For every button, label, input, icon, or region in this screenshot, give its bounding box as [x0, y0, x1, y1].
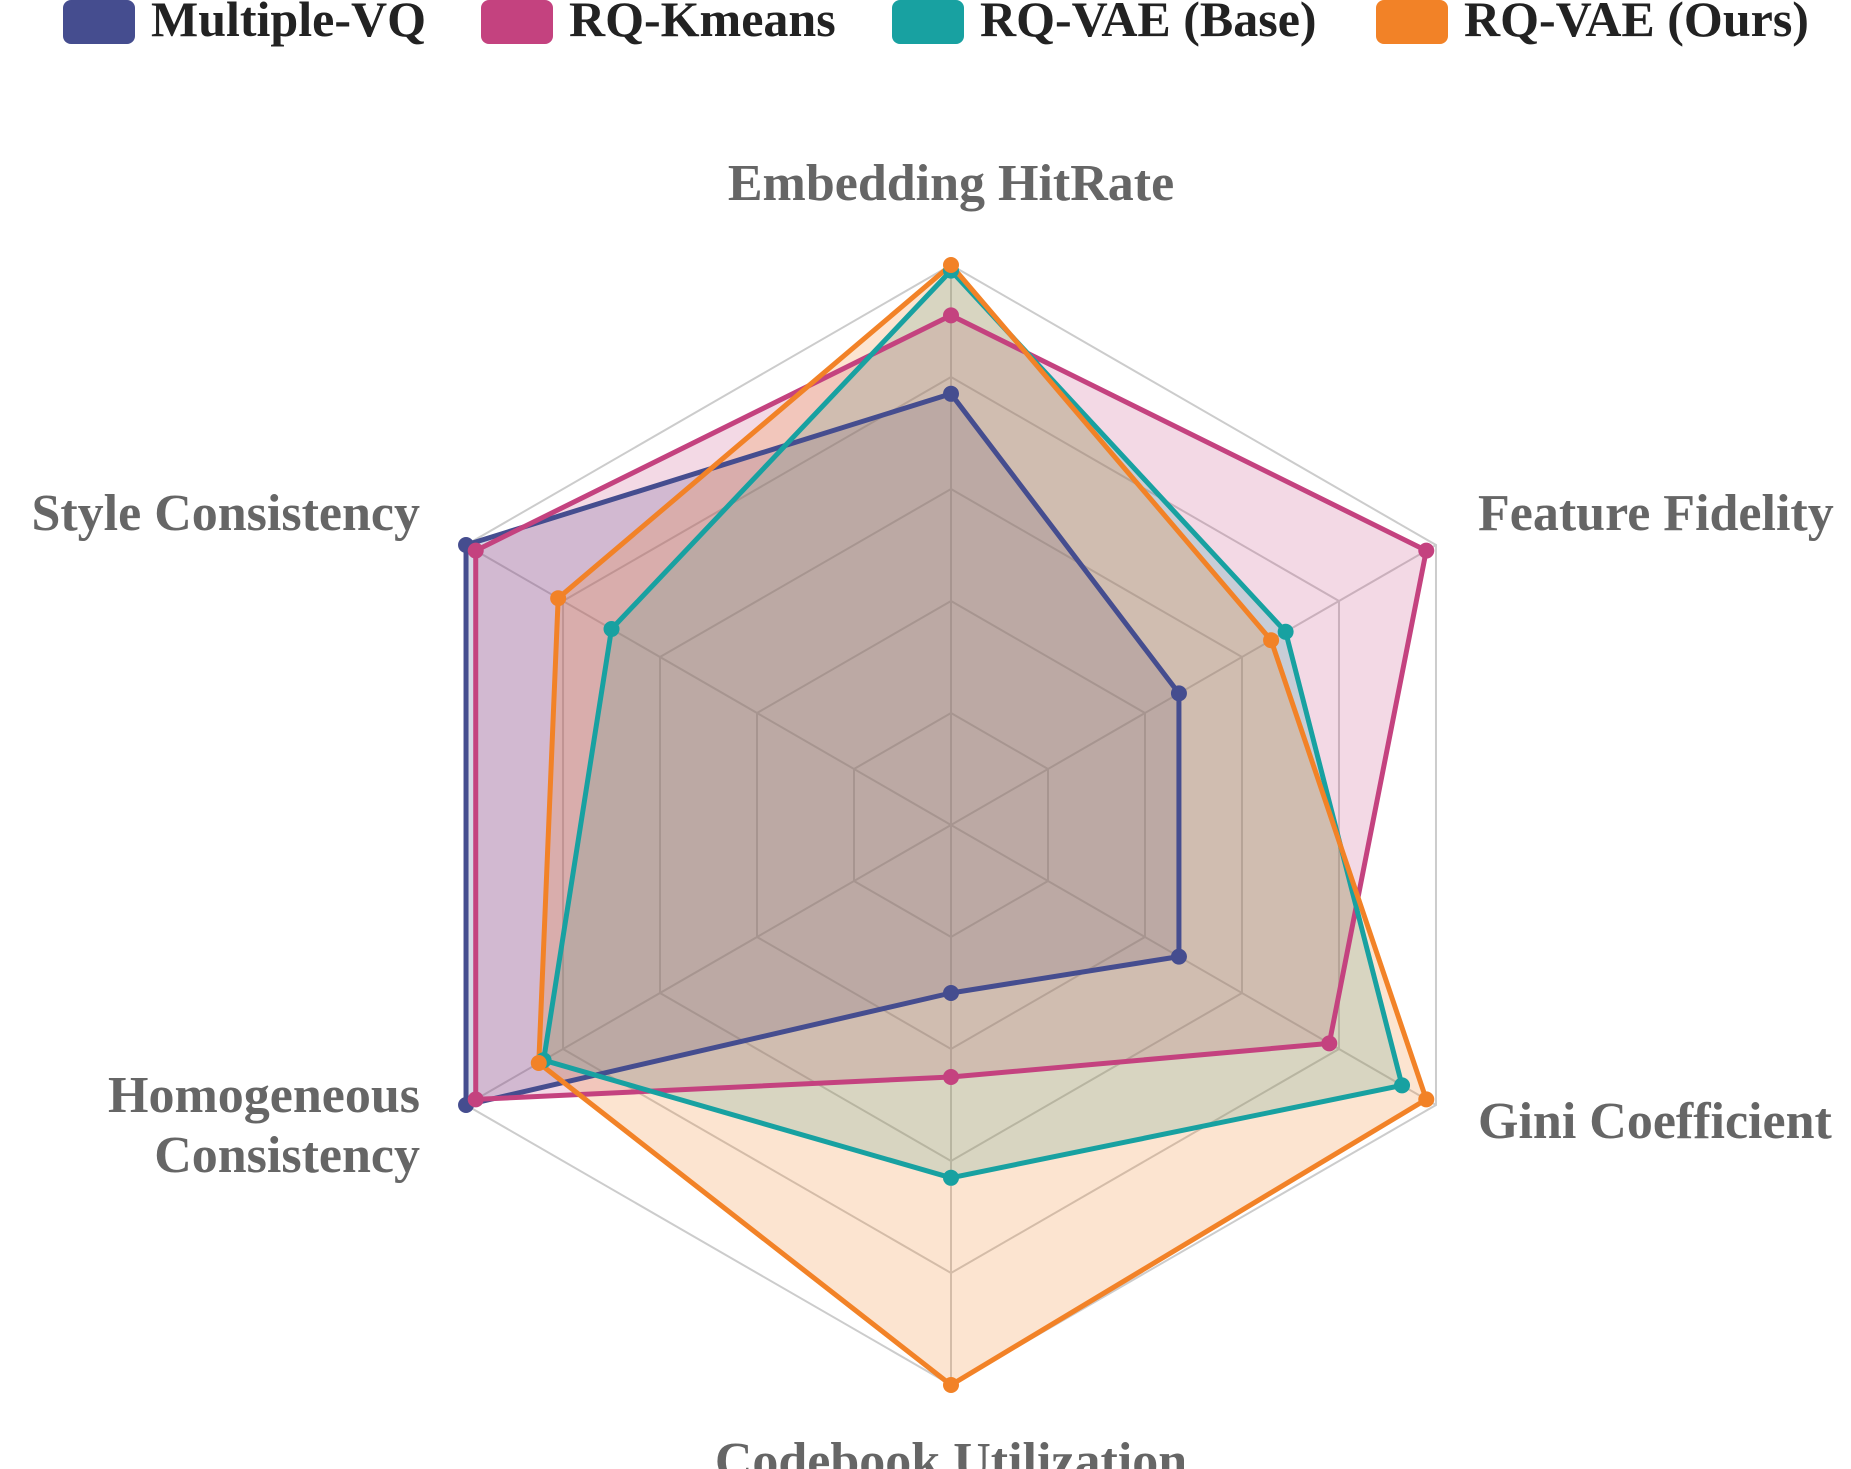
- legend-swatch-rq-vae-base: [892, 0, 964, 44]
- point-multiple-vq-gini-coefficient: [1170, 948, 1187, 965]
- legend-item-rq-vae-ours: RQ-VAE (Ours): [1376, 0, 1809, 47]
- point-rq-vae-base-feature-fidelity: [1277, 623, 1294, 640]
- legend-item-rq-vae-base: RQ-VAE (Base): [892, 0, 1317, 47]
- legend-label-rq-vae-base: RQ-VAE (Base): [980, 0, 1317, 47]
- point-rq-vae-base-style-consistency: [603, 621, 620, 637]
- point-rq-vae-base-gini-coefficient: [1394, 1077, 1411, 1094]
- point-rq-kmeans-style-consistency: [467, 542, 484, 559]
- legend-swatch-multiple-vq: [63, 0, 135, 44]
- point-rq-vae-ours-feature-fidelity: [1263, 632, 1280, 649]
- point-rq-vae-ours-codebook-utilization: [943, 1377, 959, 1393]
- series-fill-rq-vae-ours: [538, 265, 1427, 1385]
- point-rq-vae-ours-gini-coefficient: [1418, 1091, 1435, 1108]
- axis-label-feature-fidelity: Feature Fidelity: [1478, 485, 1834, 542]
- grid-spoke-feature-fidelity: [950, 544, 1437, 826]
- point-rq-vae-ours-embedding-hitrate: [943, 257, 959, 273]
- point-rq-vae-ours-style-consistency: [550, 590, 567, 607]
- grid-spoke-style-consistency: [465, 544, 952, 826]
- point-rq-vae-ours-homogeneous-consistency: [530, 1055, 547, 1071]
- series-fill-rq-vae-base: [543, 270, 1403, 1178]
- point-multiple-vq-codebook-utilization: [943, 985, 959, 1001]
- point-multiple-vq-feature-fidelity: [1170, 685, 1187, 702]
- point-rq-kmeans-homogeneous-consistency: [467, 1091, 484, 1108]
- axis-label-style-consistency: Style Consistency: [31, 485, 420, 542]
- point-rq-kmeans-gini-coefficient: [1321, 1035, 1338, 1052]
- axis-labels: Embedding HitRate Feature Fidelity Gini Co…: [31, 155, 1833, 1469]
- legend-item-multiple-vq: Multiple-VQ: [63, 0, 426, 47]
- series-fills: [466, 265, 1427, 1385]
- point-rq-kmeans-codebook-utilization: [943, 1069, 959, 1085]
- legend-label-rq-vae-ours: RQ-VAE (Ours): [1464, 0, 1809, 47]
- grid-spoke-gini-coefficient: [950, 824, 1437, 1106]
- axis-label-embedding-hitrate: Embedding HitRate: [728, 155, 1174, 212]
- point-multiple-vq-embedding-hitrate: [943, 385, 959, 402]
- point-rq-vae-base-codebook-utilization: [943, 1169, 959, 1186]
- legend-swatch-rq-kmeans: [481, 0, 553, 44]
- legend-label-multiple-vq: Multiple-VQ: [151, 0, 426, 47]
- axis-label-homogeneous-consistency: Homogeneous Consistency: [108, 1067, 420, 1184]
- axis-label-codebook-utilization: Codebook Utilization: [715, 1433, 1187, 1469]
- legend-swatch-rq-vae-ours: [1376, 0, 1448, 44]
- legend: Multiple-VQ RQ-Kmeans RQ-VAE (Base) RQ-VAE …: [63, 0, 1809, 47]
- legend-label-rq-kmeans: RQ-Kmeans: [569, 0, 836, 47]
- point-rq-kmeans-embedding-hitrate: [943, 307, 959, 324]
- series-fill-multiple-vq: [466, 393, 1179, 1105]
- point-rq-kmeans-feature-fidelity: [1418, 542, 1435, 559]
- series-points: [458, 257, 1435, 1393]
- legend-item-rq-kmeans: RQ-Kmeans: [481, 0, 836, 47]
- series-fill-rq-kmeans: [475, 315, 1427, 1100]
- axis-label-gini-coefficient: Gini Coefficient: [1478, 1093, 1833, 1150]
